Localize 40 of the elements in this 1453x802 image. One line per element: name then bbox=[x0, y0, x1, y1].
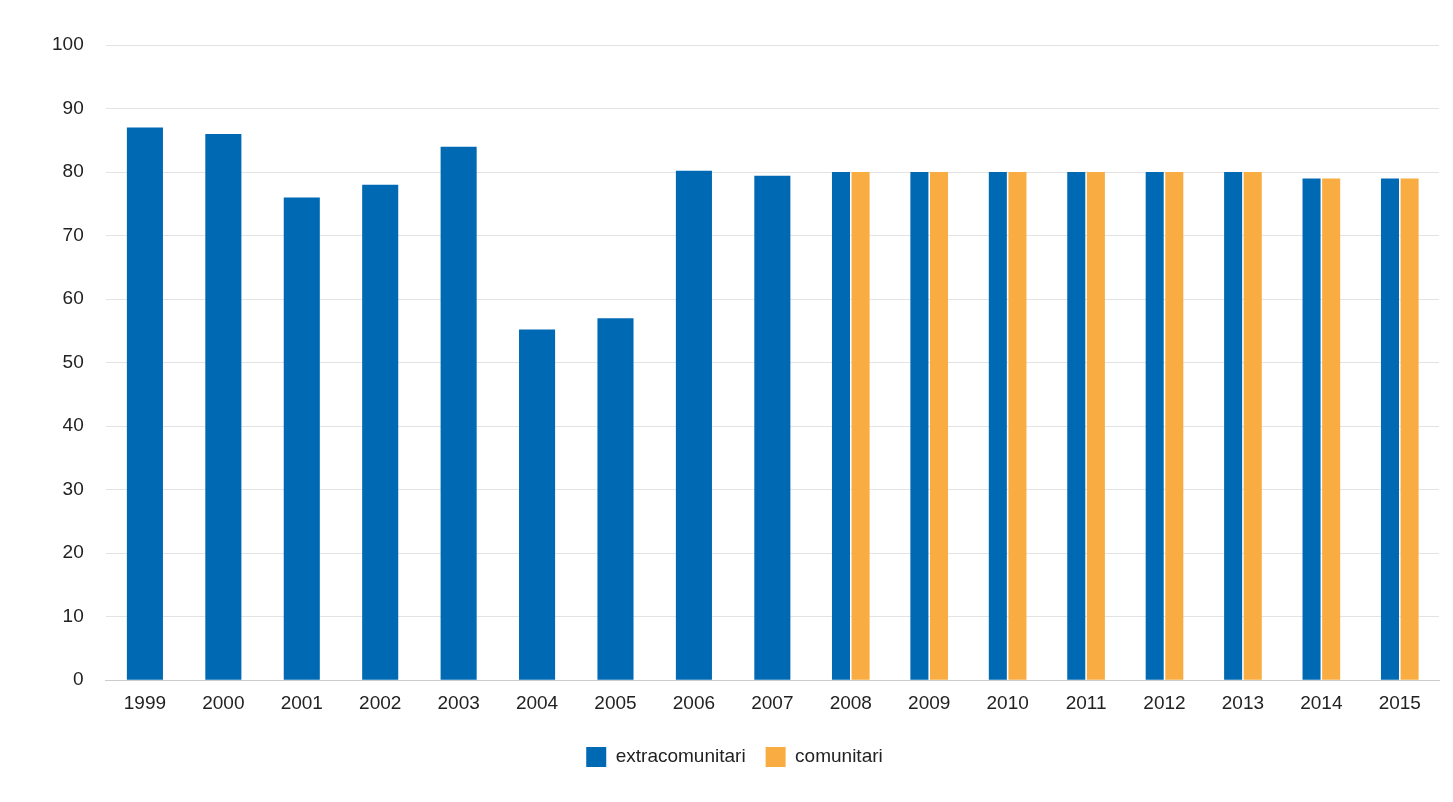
x-tick-label: 2002 bbox=[359, 691, 402, 713]
y-tick-label: 10 bbox=[62, 604, 84, 626]
bar bbox=[1086, 172, 1105, 680]
y-tick-label: 60 bbox=[62, 287, 84, 309]
x-tick-label: 2011 bbox=[1065, 691, 1107, 713]
x-tick-label: 2005 bbox=[594, 691, 637, 713]
x-tick-label: 2000 bbox=[202, 691, 245, 713]
legend-label: comunitari bbox=[795, 745, 883, 767]
y-tick-label: 20 bbox=[62, 541, 84, 563]
bar bbox=[440, 146, 477, 680]
x-tick-label: 2014 bbox=[1300, 691, 1343, 713]
y-tick-label: 40 bbox=[62, 414, 84, 436]
bar bbox=[283, 197, 320, 680]
x-tick-label: 2006 bbox=[672, 691, 716, 713]
bar bbox=[205, 133, 242, 680]
x-tick-label: 2015 bbox=[1378, 691, 1421, 713]
legend-label: extracomunitari bbox=[615, 745, 746, 767]
bar bbox=[1243, 172, 1262, 680]
x-tick-label: 2001 bbox=[280, 691, 323, 713]
x-tick-label: 2007 bbox=[751, 691, 794, 713]
x-tick-label: 2004 bbox=[515, 691, 559, 713]
x-tick-label: 2010 bbox=[986, 691, 1029, 713]
y-tick-label: 30 bbox=[62, 477, 84, 499]
x-tick-label: 1999 bbox=[123, 691, 167, 713]
y-tick-label: 50 bbox=[62, 350, 84, 372]
x-tick-label: 2012 bbox=[1143, 691, 1186, 713]
x-tick-label: 2009 bbox=[908, 691, 951, 713]
bar bbox=[126, 127, 163, 680]
x-tick-label: 2013 bbox=[1221, 691, 1265, 713]
bar bbox=[1165, 172, 1184, 680]
bar bbox=[929, 172, 949, 680]
y-tick-label: 100 bbox=[52, 33, 84, 55]
y-tick-label: 90 bbox=[62, 96, 84, 118]
x-tick-label: 2003 bbox=[437, 691, 480, 713]
bar bbox=[362, 184, 399, 680]
x-tick-label: 2008 bbox=[829, 691, 872, 713]
y-tick-label: 0 bbox=[73, 668, 84, 690]
y-tick-label: 70 bbox=[62, 223, 84, 245]
y-tick-label: 80 bbox=[62, 160, 84, 182]
bar bbox=[1008, 172, 1027, 680]
